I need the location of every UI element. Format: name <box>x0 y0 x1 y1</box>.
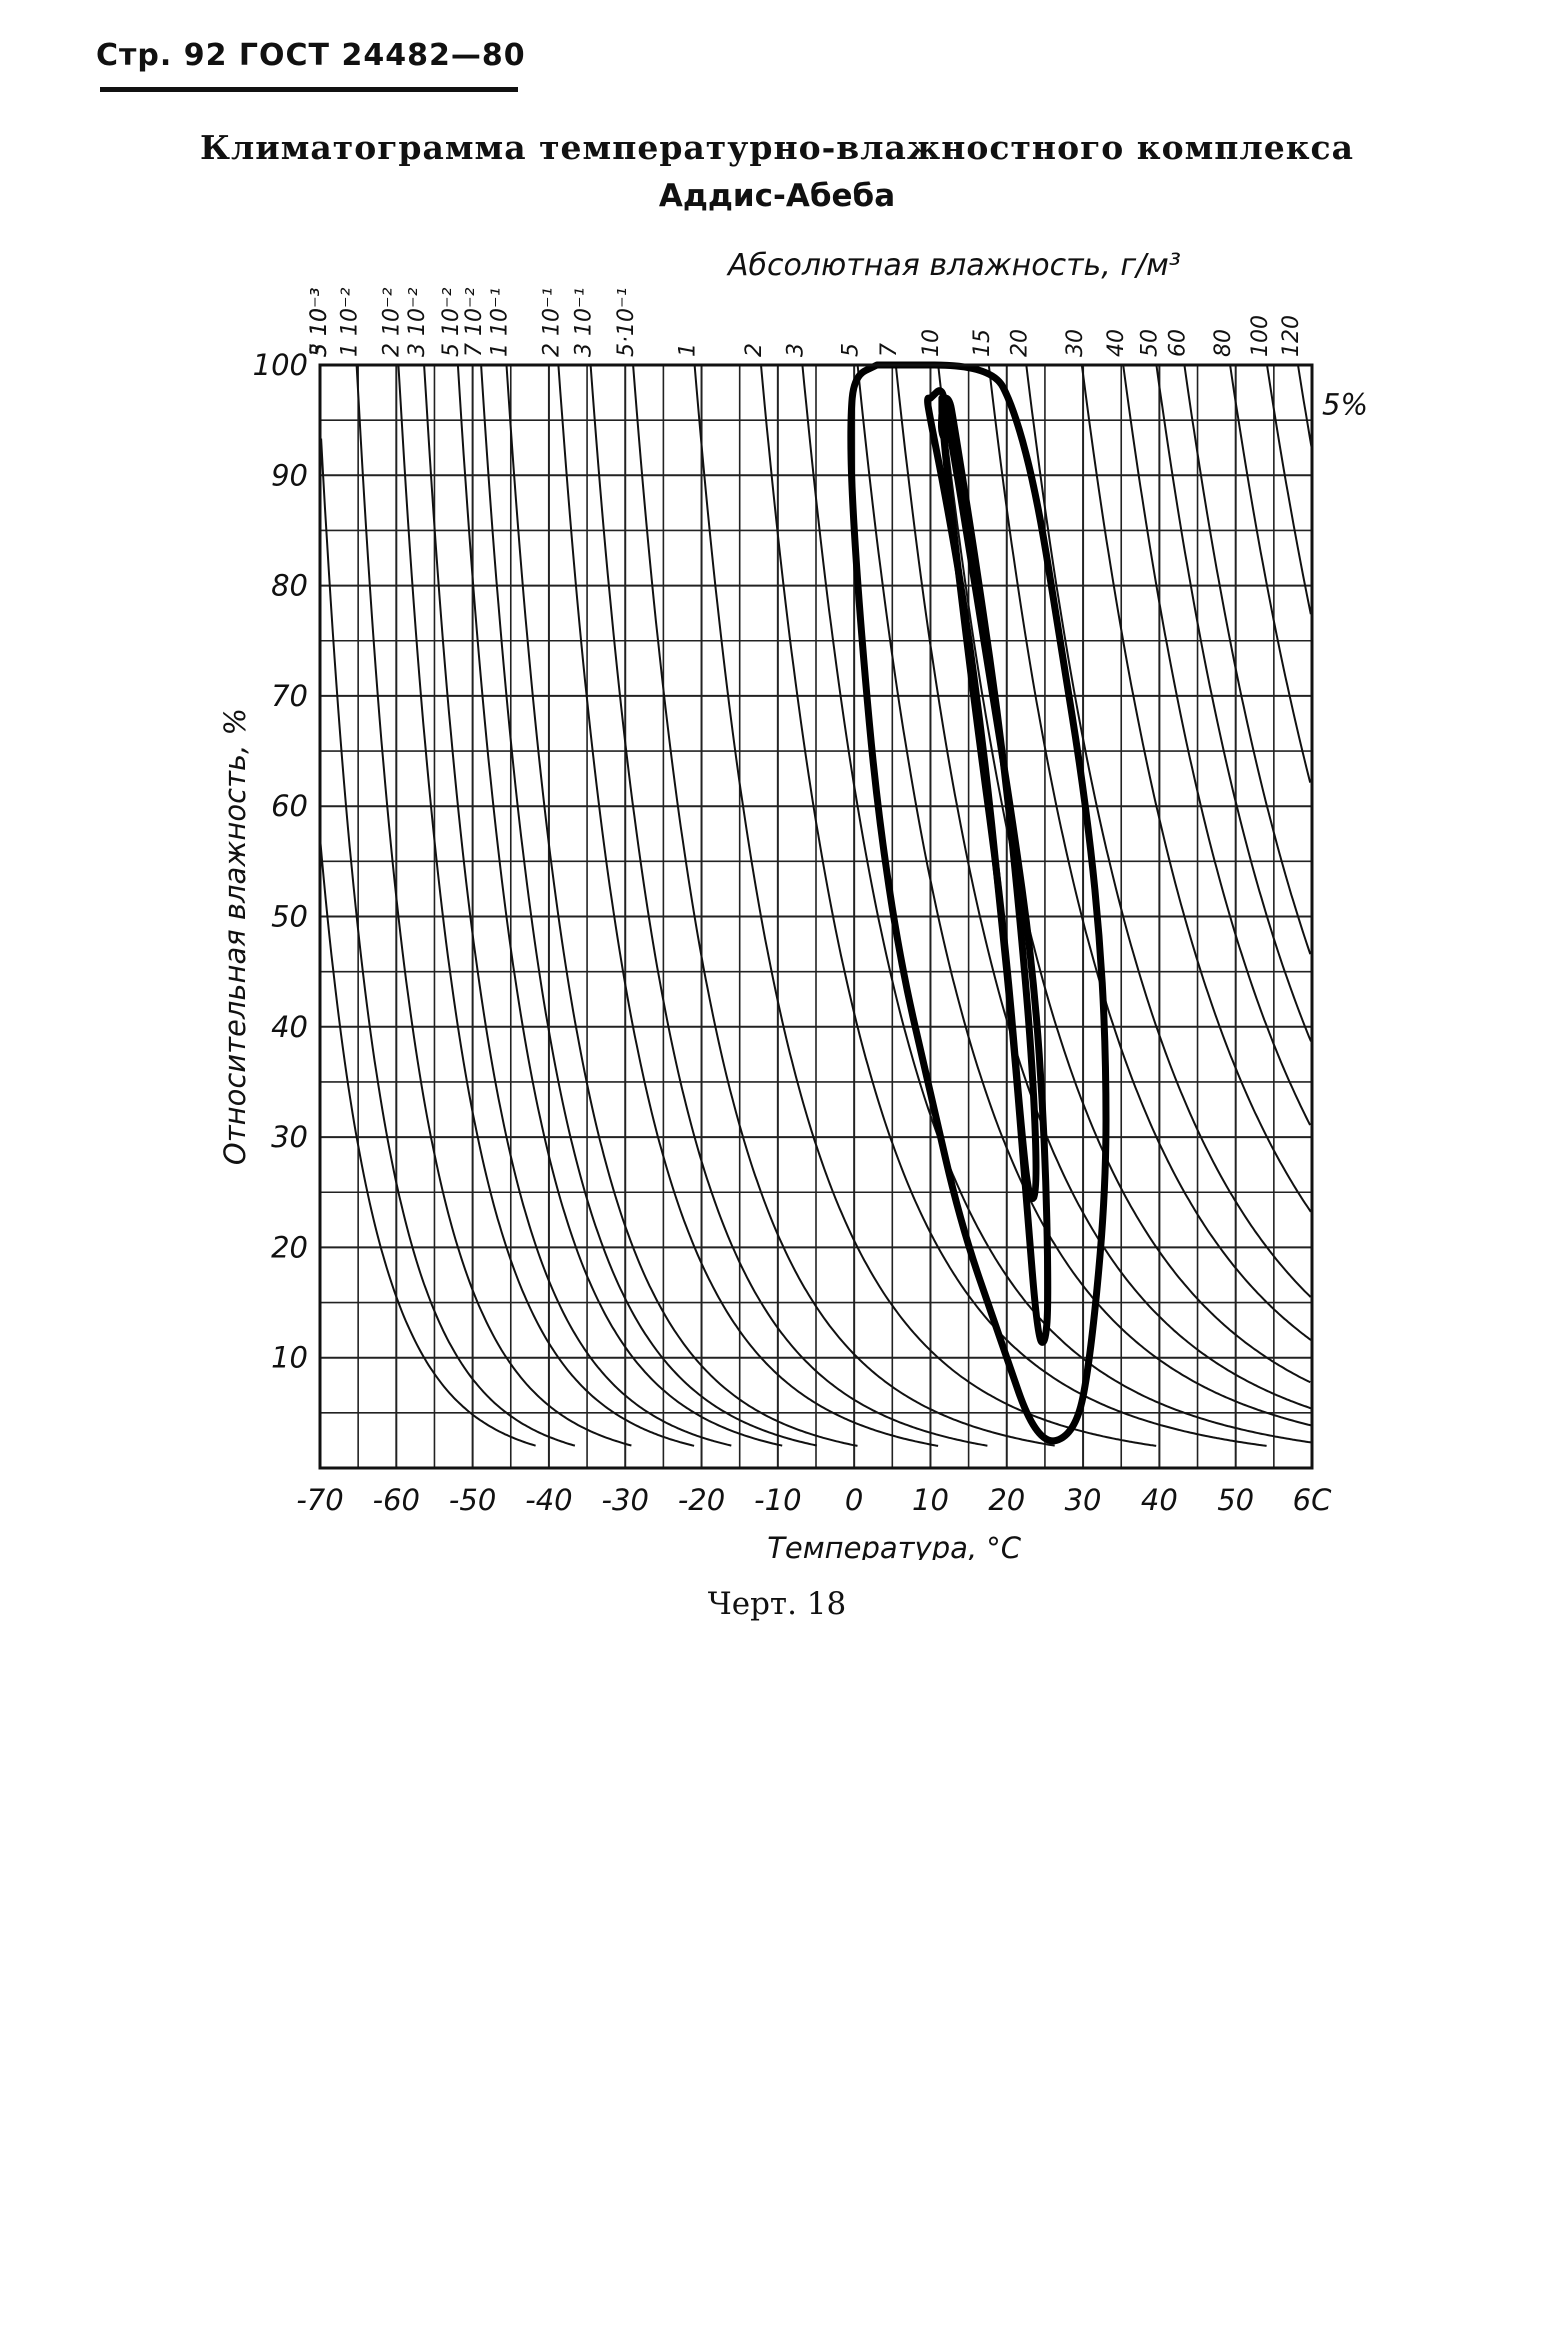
isoline-label: 30 <box>1063 329 1088 357</box>
x-tick-label: 50 <box>1217 1483 1254 1517</box>
abs-humidity-isoline <box>1025 364 1312 1298</box>
abs-humidity-isoline <box>1297 364 1313 447</box>
isoline-label: 3 10⁻³ <box>307 287 332 357</box>
x-tick-label: 20 <box>988 1483 1025 1517</box>
isoline-label: 2 10⁻¹ <box>539 288 564 357</box>
abs-humidity-isoline <box>632 364 1055 1447</box>
y-tick-label: 30 <box>271 1120 308 1154</box>
isoline-label: 5·10⁻¹ <box>614 288 639 357</box>
x-tick-label: 6С <box>1293 1483 1332 1517</box>
abs-humidity-isoline <box>856 364 1312 1427</box>
abs-humidity-isoline <box>456 364 783 1447</box>
abs-humidity-isoline <box>557 364 939 1447</box>
isoline-label: 1 10⁻² <box>338 287 363 357</box>
y-axis-label: Относительная влажность, % <box>218 708 252 1165</box>
abs-humidity-isoline <box>480 364 818 1447</box>
abs-humidity-isoline <box>801 364 1312 1444</box>
y-tick-label: 100 <box>253 348 308 382</box>
abs-humidity-isoline <box>1229 364 1312 783</box>
contour-core <box>937 407 953 443</box>
isoline-label: 20 <box>1007 329 1032 357</box>
abs-humidity-isoline <box>1155 364 1312 1042</box>
abs-humidity-isoline <box>319 837 536 1447</box>
isoline-labels: 3 10⁻³5 10⁻³ 1 10⁻² 2 10⁻² 3 10⁻² 5 10⁻²7 10… <box>307 287 1304 357</box>
isoline-label: 60 <box>1165 329 1190 357</box>
abs-humidity-isoline <box>423 364 732 1447</box>
abs-humidity-isolines <box>319 364 1313 1447</box>
isoline-label: 80 <box>1211 329 1236 357</box>
isoline-label: 2 10⁻² <box>379 287 404 357</box>
isoline-label: 50 <box>1137 329 1162 357</box>
isoline-label: 10 <box>919 329 944 357</box>
abs-humidity-isoline <box>1080 364 1312 1213</box>
abs-humidity-isoline <box>760 364 1267 1447</box>
x-tick-label: -10 <box>754 1483 801 1517</box>
abs-humidity-isoline <box>693 364 1157 1447</box>
abs-humidity-isoline <box>987 364 1312 1342</box>
contour-inner <box>938 394 1040 1203</box>
y-tick-label: 20 <box>271 1230 308 1264</box>
isoline-label: 3 <box>783 343 808 357</box>
abs-humidity-isoline <box>505 364 858 1447</box>
figure-caption: Черт. 18 <box>707 1586 847 1622</box>
isoline-label: 2 <box>742 343 767 357</box>
contour-series <box>847 361 1110 1445</box>
abs-humidity-isoline <box>397 364 695 1447</box>
chart-title: Климатограмма температурно-влажностного … <box>199 128 1355 167</box>
isoline-label: 120 <box>1279 315 1304 357</box>
abs-humidity-isoline <box>320 438 576 1447</box>
x-tick-label: 40 <box>1141 1483 1178 1517</box>
x-axis-label: Температура, °С <box>767 1531 1022 1560</box>
x-tick-label: -70 <box>296 1483 343 1517</box>
isoline-label: 40 <box>1104 329 1129 357</box>
y-tick-label: 60 <box>271 789 308 823</box>
abs-humidity-isoline <box>1266 364 1312 615</box>
y-tick-label: 40 <box>271 1010 308 1044</box>
isoline-label: 3 10⁻¹ <box>572 288 597 357</box>
isoline-label: 7 10⁻² <box>462 287 487 357</box>
x-tick-label: -50 <box>449 1483 496 1517</box>
x-tick-label: 0 <box>845 1483 863 1517</box>
annotation-5-percent: 5% <box>1322 388 1368 422</box>
x-tick-label: -40 <box>525 1483 572 1517</box>
isoline-label: 7 <box>877 343 902 357</box>
x-tick-label: -60 <box>373 1483 420 1517</box>
isoline-label: 5 10⁻³ <box>307 287 332 357</box>
abs-humidity-isoline <box>355 364 632 1447</box>
y-tick-label: 10 <box>271 1341 308 1375</box>
y-tick-label: 70 <box>271 679 308 713</box>
abs-humidity-isoline <box>589 364 988 1447</box>
y-tick-label: 80 <box>271 569 308 603</box>
x-tick-label: 10 <box>912 1483 949 1517</box>
isoline-label: 3 10⁻² <box>405 287 430 357</box>
isoline-label: 5 <box>839 343 864 357</box>
isoline-label: 1 10⁻¹ <box>487 288 512 357</box>
y-tick-label: 90 <box>271 458 308 492</box>
x-tick-label: -20 <box>678 1483 725 1517</box>
x-tick-label: -30 <box>602 1483 649 1517</box>
page-header: Стр. 92 ГОСТ 24482—80 <box>96 38 526 73</box>
plot-frame <box>318 363 1314 1470</box>
tick-labels: -70 -60 -50 -40 -30 -20 -10 0 10 20 30 40 50 6С 10 20 30… <box>253 348 1332 1517</box>
abs-humidity-isoline <box>937 364 1311 1384</box>
top-axis-label: Абсолютная влажность, г/м³ <box>726 248 1181 283</box>
climatogram-chart: -70 -60 -50 -40 -30 -20 -10 0 10 20 30 40 50 6С 10 20 30… <box>218 248 1368 1560</box>
grid <box>319 364 1313 1469</box>
x-tick-label: 30 <box>1065 1483 1102 1517</box>
isoline-label: 100 <box>1248 315 1273 357</box>
isoline-label: 15 <box>970 329 995 357</box>
chart-subtitle: Аддис-Абеба <box>658 178 896 214</box>
y-tick-label: 50 <box>271 900 308 934</box>
isoline-label: 5 10⁻² <box>439 287 464 357</box>
header-rule <box>100 87 518 92</box>
abs-humidity-isoline <box>1183 364 1312 955</box>
abs-humidity-isoline <box>1122 364 1311 1126</box>
contour-outer <box>847 361 1110 1445</box>
isoline-label: 1 <box>676 343 701 357</box>
